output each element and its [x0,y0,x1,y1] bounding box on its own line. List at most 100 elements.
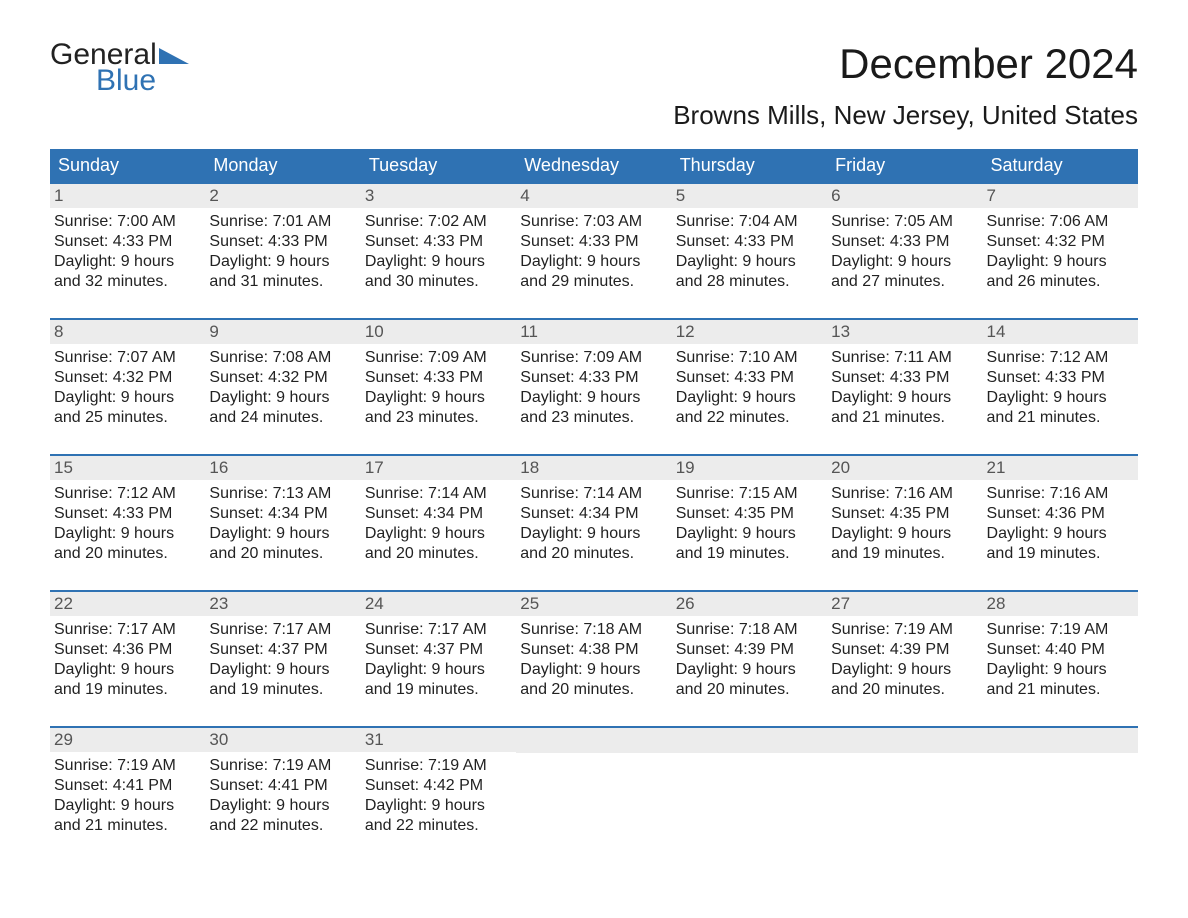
daylight-line-1: Daylight: 9 hours [676,524,821,544]
day-number: 19 [672,456,827,480]
daylight-line-2: and 25 minutes. [54,408,199,428]
sunrise-line: Sunrise: 7:14 AM [520,484,665,504]
sunrise-line: Sunrise: 7:16 AM [831,484,976,504]
day-number: 21 [983,456,1138,480]
logo-word-blue: Blue [96,66,156,96]
sunset-line: Sunset: 4:33 PM [54,504,199,524]
day-number: 10 [361,320,516,344]
daylight-line-1: Daylight: 9 hours [365,796,510,816]
daylight-line-1: Daylight: 9 hours [209,524,354,544]
daylight-line-1: Daylight: 9 hours [831,252,976,272]
daylight-line-2: and 20 minutes. [209,544,354,564]
day-cell: 2Sunrise: 7:01 AMSunset: 4:33 PMDaylight… [205,184,360,292]
day-number: 8 [50,320,205,344]
day-cell: 9Sunrise: 7:08 AMSunset: 4:32 PMDaylight… [205,320,360,428]
sunset-line: Sunset: 4:37 PM [209,640,354,660]
empty-day [827,728,982,753]
day-body: Sunrise: 7:13 AMSunset: 4:34 PMDaylight:… [205,480,360,564]
daylight-line-2: and 20 minutes. [520,680,665,700]
sunset-line: Sunset: 4:38 PM [520,640,665,660]
day-cell: 16Sunrise: 7:13 AMSunset: 4:34 PMDayligh… [205,456,360,564]
sunrise-line: Sunrise: 7:12 AM [54,484,199,504]
sunset-line: Sunset: 4:41 PM [209,776,354,796]
sunrise-line: Sunrise: 7:17 AM [54,620,199,640]
sunset-line: Sunset: 4:32 PM [987,232,1132,252]
day-number: 22 [50,592,205,616]
sunrise-line: Sunrise: 7:06 AM [987,212,1132,232]
weekday-header: Monday [205,149,360,182]
day-number: 27 [827,592,982,616]
day-body: Sunrise: 7:00 AMSunset: 4:33 PMDaylight:… [50,208,205,292]
daylight-line-1: Daylight: 9 hours [831,524,976,544]
daylight-line-1: Daylight: 9 hours [54,388,199,408]
day-cell [827,728,982,836]
sunrise-line: Sunrise: 7:17 AM [365,620,510,640]
daylight-line-1: Daylight: 9 hours [987,388,1132,408]
sunrise-line: Sunrise: 7:19 AM [987,620,1132,640]
daylight-line-1: Daylight: 9 hours [676,252,821,272]
day-body: Sunrise: 7:17 AMSunset: 4:36 PMDaylight:… [50,616,205,700]
header: General Blue December 2024 Browns Mills,… [50,40,1138,131]
daylight-line-2: and 22 minutes. [676,408,821,428]
day-number: 31 [361,728,516,752]
daylight-line-2: and 19 minutes. [987,544,1132,564]
day-cell: 1Sunrise: 7:00 AMSunset: 4:33 PMDaylight… [50,184,205,292]
day-number: 29 [50,728,205,752]
weekday-header-row: SundayMondayTuesdayWednesdayThursdayFrid… [50,149,1138,182]
daylight-line-1: Daylight: 9 hours [54,252,199,272]
daylight-line-2: and 24 minutes. [209,408,354,428]
daylight-line-1: Daylight: 9 hours [520,388,665,408]
daylight-line-1: Daylight: 9 hours [365,524,510,544]
day-number: 11 [516,320,671,344]
day-body: Sunrise: 7:19 AMSunset: 4:40 PMDaylight:… [983,616,1138,700]
daylight-line-2: and 23 minutes. [365,408,510,428]
sunset-line: Sunset: 4:39 PM [831,640,976,660]
week-row: 15Sunrise: 7:12 AMSunset: 4:33 PMDayligh… [50,454,1138,564]
daylight-line-2: and 31 minutes. [209,272,354,292]
title-block: December 2024 Browns Mills, New Jersey, … [673,40,1138,131]
day-cell: 18Sunrise: 7:14 AMSunset: 4:34 PMDayligh… [516,456,671,564]
daylight-line-1: Daylight: 9 hours [831,660,976,680]
day-number: 16 [205,456,360,480]
day-body: Sunrise: 7:19 AMSunset: 4:41 PMDaylight:… [205,752,360,836]
daylight-line-2: and 23 minutes. [520,408,665,428]
daylight-line-2: and 27 minutes. [831,272,976,292]
week-row: 1Sunrise: 7:00 AMSunset: 4:33 PMDaylight… [50,182,1138,292]
sunrise-line: Sunrise: 7:01 AM [209,212,354,232]
daylight-line-2: and 20 minutes. [676,680,821,700]
sunrise-line: Sunrise: 7:09 AM [365,348,510,368]
sunset-line: Sunset: 4:34 PM [209,504,354,524]
daylight-line-2: and 26 minutes. [987,272,1132,292]
daylight-line-1: Daylight: 9 hours [54,660,199,680]
daylight-line-2: and 19 minutes. [831,544,976,564]
sunrise-line: Sunrise: 7:15 AM [676,484,821,504]
daylight-line-1: Daylight: 9 hours [209,252,354,272]
sunset-line: Sunset: 4:33 PM [676,232,821,252]
sunset-line: Sunset: 4:33 PM [831,232,976,252]
day-number: 24 [361,592,516,616]
day-body: Sunrise: 7:09 AMSunset: 4:33 PMDaylight:… [361,344,516,428]
day-number: 23 [205,592,360,616]
daylight-line-2: and 20 minutes. [365,544,510,564]
day-cell: 6Sunrise: 7:05 AMSunset: 4:33 PMDaylight… [827,184,982,292]
empty-day [516,728,671,753]
weekday-header: Sunday [50,149,205,182]
daylight-line-1: Daylight: 9 hours [365,252,510,272]
day-number: 28 [983,592,1138,616]
sunset-line: Sunset: 4:35 PM [676,504,821,524]
day-body: Sunrise: 7:19 AMSunset: 4:42 PMDaylight:… [361,752,516,836]
daylight-line-2: and 21 minutes. [987,408,1132,428]
daylight-line-1: Daylight: 9 hours [987,252,1132,272]
daylight-line-1: Daylight: 9 hours [520,524,665,544]
day-number: 20 [827,456,982,480]
day-body: Sunrise: 7:14 AMSunset: 4:34 PMDaylight:… [516,480,671,564]
day-number: 12 [672,320,827,344]
sunset-line: Sunset: 4:39 PM [676,640,821,660]
daylight-line-1: Daylight: 9 hours [831,388,976,408]
month-title: December 2024 [673,40,1138,88]
day-number: 4 [516,184,671,208]
day-number: 7 [983,184,1138,208]
sunset-line: Sunset: 4:33 PM [676,368,821,388]
daylight-line-2: and 21 minutes. [831,408,976,428]
day-cell: 20Sunrise: 7:16 AMSunset: 4:35 PMDayligh… [827,456,982,564]
